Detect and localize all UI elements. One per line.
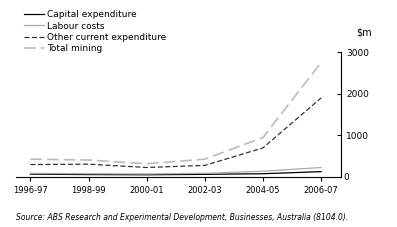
Text: 0: 0 <box>343 173 349 182</box>
Legend: Capital expenditure, Labour costs, Other current expenditure, Total mining: Capital expenditure, Labour costs, Other… <box>20 7 170 57</box>
Text: Source: ABS Research and Experimental Development, Businesses, Australia (8104.0: Source: ABS Research and Experimental De… <box>16 213 348 222</box>
Text: $m: $m <box>357 27 372 37</box>
